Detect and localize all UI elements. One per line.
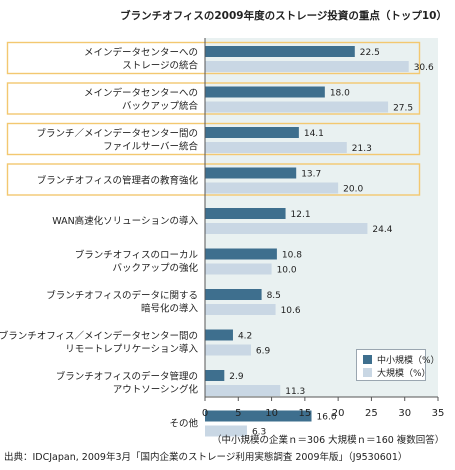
category-label: ブランチオフィスのローカル (75, 249, 199, 261)
legend-label-small: 中小規模（%） (377, 356, 440, 366)
data-label: 20.0 (343, 185, 363, 195)
category-label: バックアップ統合 (122, 100, 199, 112)
data-label: 6.3 (252, 428, 266, 438)
legend-label-large: 大規模（%） (377, 369, 431, 379)
category-label: ブランチ／メインデータセンター間の (36, 128, 198, 140)
x-tick-label: 20 (332, 408, 345, 419)
bar-large (205, 344, 251, 356)
data-label: 12.1 (291, 210, 311, 220)
x-tick-label: 10 (265, 408, 278, 419)
legend-swatch-large (363, 368, 372, 377)
data-label: 21.3 (352, 144, 372, 154)
bar-small (205, 329, 233, 341)
bar-small (205, 46, 355, 57)
bar-large (205, 61, 409, 72)
category-label: メインデータセンターへの (84, 87, 198, 99)
data-label: 4.2 (238, 332, 252, 342)
bar-small (205, 410, 312, 422)
x-tick-label: 0 (202, 408, 208, 419)
bar-small (205, 127, 299, 138)
bar-large (205, 385, 281, 396)
highlight-frame (6, 122, 421, 156)
bar-small (205, 289, 262, 300)
data-label: 24.4 (372, 225, 392, 235)
legend-item-small: 中小規模（%） (363, 353, 440, 366)
chart-legend: 中小規模（%） 大規模（%） (356, 349, 440, 381)
bar-small (205, 248, 277, 260)
bar-large (205, 304, 276, 315)
data-label: 27.5 (393, 104, 413, 114)
data-label: 10.0 (277, 266, 297, 276)
data-label: 10.6 (281, 306, 301, 316)
bar-small (205, 370, 225, 381)
bar-large (205, 101, 389, 113)
bar-large (205, 425, 247, 437)
data-label: 22.5 (360, 48, 380, 58)
data-label: 11.3 (285, 387, 305, 397)
x-tick-label: 25 (365, 408, 378, 419)
category-label: リモートレプリケーション導入 (65, 343, 198, 355)
bar-large (205, 142, 347, 153)
category-label: ブランチオフィス／メインデータセンター間の (0, 330, 198, 342)
highlight-frame (6, 163, 421, 196)
data-label: 10.8 (282, 251, 302, 261)
legend-swatch-small (363, 355, 372, 364)
bar-small (205, 167, 297, 179)
highlight-frame (6, 82, 421, 115)
source-caption: 出典：IDCJapan, 2009年3月「国内企業のストレージ利用実態調査 20… (4, 452, 408, 463)
category-label: メインデータセンターへの (84, 47, 198, 59)
category-label: 暗号化の導入 (141, 303, 199, 315)
category-label: ブランチオフィスの管理者の教育強化 (37, 175, 199, 187)
x-tick-label: 30 (398, 408, 411, 419)
bar-large (205, 182, 339, 194)
category-label: ストレージの統合 (122, 60, 198, 72)
x-tick-label: 35 (432, 408, 445, 419)
category-label: アウトソーシング化 (113, 384, 199, 396)
sample-size-note: （中小規模の企業ｎ＝306 大規模ｎ＝160 複数回答） (212, 435, 445, 446)
category-label: ブランチオフィスのデータ管理の (56, 371, 198, 383)
category-label: WAN高速化ソリューションの導入 (52, 215, 198, 227)
x-tick-label: 15 (298, 408, 311, 419)
highlight-frame (6, 41, 421, 75)
bar-small (205, 208, 286, 219)
data-label: 2.9 (229, 372, 244, 382)
data-label: 30.6 (414, 63, 434, 73)
category-label: ブランチオフィスのデータに関する (46, 290, 198, 302)
chart-title: ブランチオフィスの2009年度のストレージ投資の重点（トップ10） (120, 10, 447, 22)
data-label: 18.0 (330, 89, 350, 99)
bar-large (205, 263, 272, 275)
category-label: その他 (169, 418, 198, 430)
data-label: 14.1 (304, 129, 324, 139)
data-label: 16.0 (317, 413, 337, 423)
bar-small (205, 86, 325, 98)
category-label: バックアップの強化 (112, 262, 198, 274)
data-label: 8.5 (267, 291, 281, 301)
category-label: ファイルサーバー統合 (103, 141, 198, 153)
bar-large (205, 223, 368, 234)
x-tick-label: 5 (235, 408, 241, 419)
legend-item-large: 大規模（%） (363, 366, 431, 379)
data-label: 6.9 (256, 347, 271, 357)
data-label: 13.7 (301, 170, 321, 180)
